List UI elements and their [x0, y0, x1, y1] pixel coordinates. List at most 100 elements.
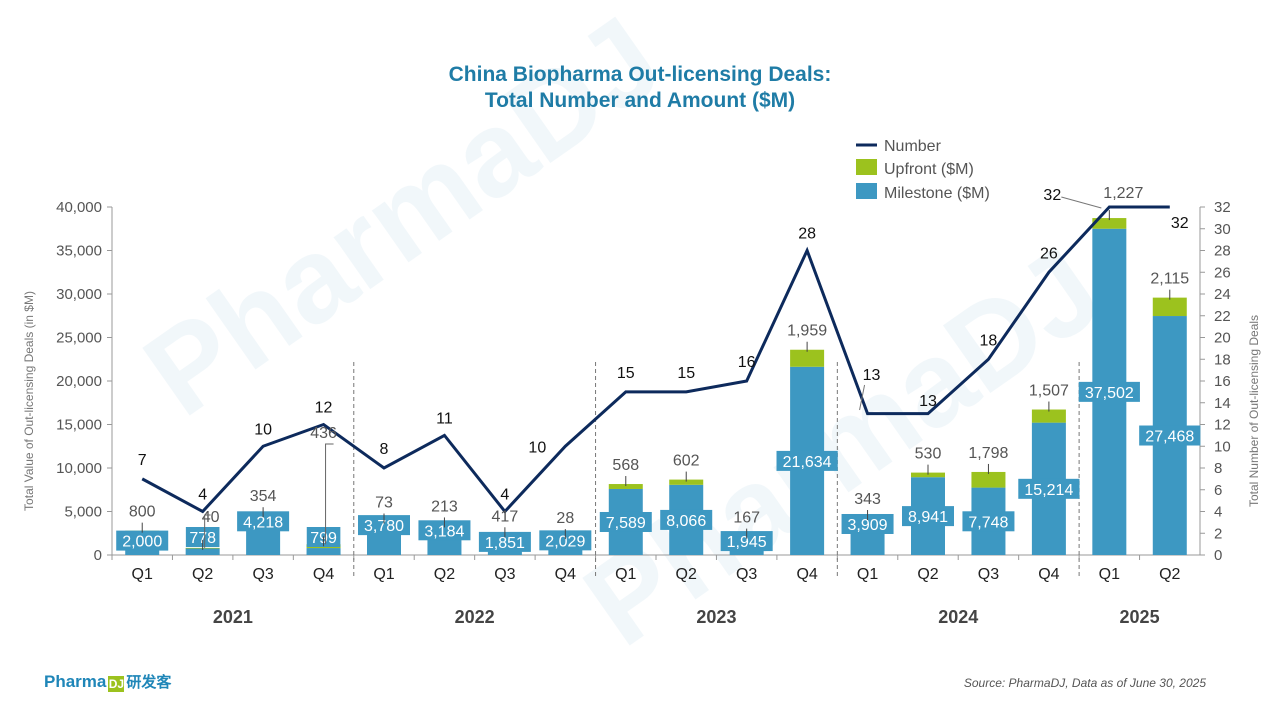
upfront-leader	[204, 514, 211, 548]
milestone-value-label: 27,468	[1145, 429, 1194, 446]
brand-logo: Pharma DJ 研发客	[44, 671, 171, 692]
upfront-value-label: 343	[854, 491, 881, 508]
year-label: 2024	[938, 607, 978, 627]
milestone-label-bg	[1078, 381, 1140, 402]
number-value-label: 28	[798, 226, 816, 243]
number-value-label: 18	[980, 332, 998, 349]
upfront-bar	[1092, 218, 1127, 229]
y-right-tick-label: 4	[1214, 504, 1222, 521]
y-right-tick-label: 8	[1214, 460, 1222, 477]
upfront-value-label: 530	[915, 446, 942, 463]
y-left-tick-label: 25,000	[56, 330, 102, 347]
y-right-tick-label: 24	[1214, 286, 1231, 303]
milestone-value-label: 4,218	[243, 514, 283, 531]
upfront-value-label: 568	[612, 457, 639, 474]
year-label: 2021	[213, 607, 253, 627]
upfront-bar	[1152, 297, 1187, 317]
milestone-label-bg	[962, 511, 1015, 532]
number-value-label: 7	[138, 452, 147, 469]
legend-milestone-label: Milestone ($M)	[884, 185, 990, 202]
legend-upfront-swatch	[856, 159, 877, 175]
number-leader	[1061, 196, 1102, 209]
year-label: 2022	[455, 607, 495, 627]
y-left-tick-label: 35,000	[56, 243, 102, 260]
x-tick-label: Q3	[252, 566, 273, 583]
y-left-tick-label: 10,000	[56, 460, 102, 477]
upfront-bar	[790, 349, 825, 367]
number-value-label: 16	[738, 354, 756, 371]
x-tick-label: Q2	[676, 566, 697, 583]
number-value-label: 26	[1040, 245, 1058, 262]
milestone-label-bg	[599, 511, 652, 532]
upfront-bar	[1031, 409, 1066, 423]
number-value-label: 10	[254, 421, 272, 438]
y-right-tick-label: 32	[1214, 199, 1231, 216]
milestone-label-bg	[358, 515, 410, 536]
upfront-bar	[911, 472, 945, 478]
number-value-label: 10	[528, 439, 546, 456]
milestone-label-bg	[776, 450, 838, 471]
upfront-value-label: 354	[250, 488, 277, 505]
upfront-value-label: 436	[310, 425, 337, 442]
upfront-value-label: 167	[733, 510, 760, 527]
upfront-bar	[669, 479, 704, 485]
legend-milestone-swatch	[856, 183, 877, 199]
milestone-value-label: 7,589	[606, 515, 646, 532]
upfront-value-label: 1,798	[968, 445, 1008, 462]
x-tick-label: Q1	[1099, 566, 1120, 583]
year-label: 2025	[1120, 607, 1160, 627]
chart-title-line2: Total Number and Amount ($M)	[484, 89, 796, 112]
milestone-label-bg	[1018, 478, 1080, 499]
upfront-value-label: 2,115	[1150, 271, 1189, 288]
upfront-value-label: 800	[129, 504, 156, 521]
source-note: Source: PharmaDJ, Data as of June 30, 20…	[963, 676, 1206, 690]
number-leader	[859, 384, 866, 411]
y-right-tick-label: 2	[1214, 525, 1222, 542]
milestone-label-bg	[720, 531, 773, 552]
milestone-value-label: 21,634	[783, 454, 832, 471]
milestone-value-label: 37,502	[1085, 385, 1134, 402]
y-right-tick-label: 22	[1214, 308, 1231, 325]
legend-upfront-label: Upfront ($M)	[884, 161, 974, 178]
milestone-value-label: 2,000	[122, 534, 162, 551]
x-tick-label: Q4	[555, 566, 576, 583]
x-tick-label: Q4	[313, 566, 334, 583]
chart-title: China Biopharma Out-licensing Deals: Tot…	[0, 62, 1280, 114]
year-label: 2023	[696, 607, 736, 627]
number-value-label: 8	[380, 441, 389, 458]
x-tick-label: Q1	[857, 566, 878, 583]
number-value-label: 12	[315, 400, 333, 417]
milestone-label-bg	[660, 509, 713, 530]
milestone-label-bg	[902, 506, 954, 527]
y-right-tick-label: 20	[1214, 330, 1231, 347]
upfront-value-label: 213	[431, 498, 458, 515]
y-right-tick-label: 10	[1214, 438, 1231, 455]
y-right-tick-label: 16	[1214, 373, 1231, 390]
upfront-leader	[325, 443, 334, 545]
number-value-label: 15	[617, 365, 635, 382]
x-tick-label: Q2	[434, 566, 455, 583]
milestone-label-bg	[237, 511, 290, 532]
y-right-tick-label: 6	[1214, 482, 1222, 499]
x-tick-label: Q4	[796, 566, 817, 583]
y-left-tick-label: 15,000	[56, 417, 102, 434]
y-right-tick-label: 18	[1214, 351, 1231, 368]
milestone-bar	[306, 548, 341, 555]
milestone-value-label: 3,909	[848, 517, 888, 534]
brand-name: Pharma	[44, 672, 107, 691]
number-value-label: 13	[919, 393, 937, 410]
milestone-label-bg	[185, 527, 220, 547]
upfront-value-label: 1,959	[787, 323, 827, 340]
y-left-tick-label: 0	[94, 547, 102, 564]
x-tick-label: Q2	[917, 566, 938, 583]
milestone-value-label: 2,029	[545, 533, 585, 550]
legend-number-label: Number	[884, 138, 942, 155]
number-value-label: 32	[1171, 215, 1189, 232]
y-right-tick-label: 12	[1214, 417, 1231, 434]
number-value-label: 4	[500, 487, 509, 504]
x-tick-label: Q4	[1038, 566, 1059, 583]
brand-mark: DJ	[108, 676, 125, 692]
chart-title-line1: China Biopharma Out-licensing Deals:	[448, 63, 832, 86]
upfront-value-label: 73	[375, 494, 393, 511]
